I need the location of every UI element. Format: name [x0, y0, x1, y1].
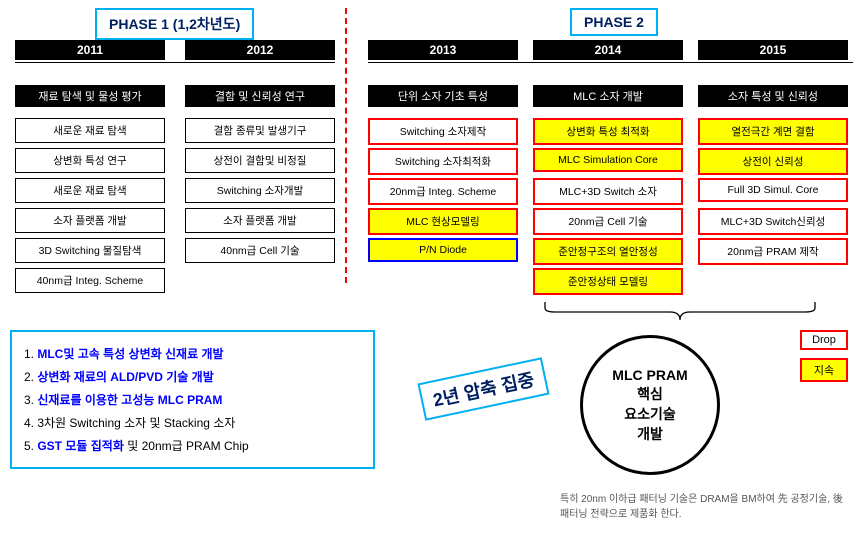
year-header: 2013 — [368, 40, 518, 60]
summary-line-1: 1. MLC및 고속 특성 상변화 신재료 개발 — [24, 342, 361, 365]
summary-prefix: 1. — [24, 347, 37, 361]
task-box: P/N Diode — [368, 238, 518, 262]
task-box: 준안정구조의 열안정성 — [533, 238, 683, 265]
legend-drop: Drop — [800, 330, 848, 350]
task-box: MLC Simulation Core — [533, 148, 683, 172]
task-box: MLC+3D Switch 소자 — [533, 178, 683, 205]
column-subheader: 소자 특성 및 신뢰성 — [698, 85, 848, 107]
task-box: 준안정상태 모델링 — [533, 268, 683, 295]
task-box: 20nm급 PRAM 제작 — [698, 238, 848, 265]
task-box: Switching 소자개발 — [185, 178, 335, 203]
year-header: 2012 — [185, 40, 335, 60]
task-box: 소자 플랫폼 개발 — [185, 208, 335, 233]
task-box: MLC+3D Switch신뢰성 — [698, 208, 848, 235]
task-box: 새로운 재료 탐색 — [15, 178, 165, 203]
task-box: 열전극간 계면 결함 — [698, 118, 848, 145]
phase-divider — [345, 8, 347, 283]
summary-box: 1. MLC및 고속 특성 상변화 신재료 개발 2. 상변화 재료의 ALD/… — [10, 330, 375, 469]
task-box: MLC 현상모델링 — [368, 208, 518, 235]
summary-line-5: 5. GST 모듈 집적화 및 20nm급 PRAM Chip — [24, 434, 361, 457]
summary-bold: 상변화 재료의 ALD/PVD 기술 개발 — [37, 370, 213, 384]
task-box: 40nm급 Integ. Scheme — [15, 268, 165, 293]
task-box: 40nm급 Cell 기술 — [185, 238, 335, 263]
summary-bold: 신재료를 이용한 고성능 MLC PRAM — [37, 393, 222, 407]
task-box: 상변화 특성 연구 — [15, 148, 165, 173]
summary-prefix: 3. — [24, 393, 37, 407]
footnote: 특히 20nm 이하급 패터닝 기술은 DRAM을 BM하여 先 공정기술, 後… — [560, 490, 850, 520]
column-subheader: 단위 소자 기초 특성 — [368, 85, 518, 107]
core-goal-text: MLC PRAM 핵심 요소기술 개발 — [612, 366, 687, 444]
summary-rest: 3차원 Switching 소자 및 Stacking 소자 — [37, 416, 235, 430]
summary-prefix: 4. — [24, 416, 37, 430]
column-subheader: 재료 탐색 및 물성 평가 — [15, 85, 165, 107]
summary-prefix: 2. — [24, 370, 37, 384]
summary-bold: MLC및 고속 특성 상변화 신재료 개발 — [37, 347, 223, 361]
summary-line-2: 2. 상변화 재료의 ALD/PVD 기술 개발 — [24, 365, 361, 388]
core-goal-circle: MLC PRAM 핵심 요소기술 개발 — [580, 335, 720, 475]
column-subheader: MLC 소자 개발 — [533, 85, 683, 107]
task-box: 상변화 특성 최적화 — [533, 118, 683, 145]
phase1-label: PHASE 1 (1,2차년도) — [95, 8, 254, 40]
task-box: 3D Switching 물질탐색 — [15, 238, 165, 263]
task-box: 결함 종류및 발생기구 — [185, 118, 335, 143]
summary-rest: 및 20nm급 PRAM Chip — [124, 439, 249, 453]
task-box: Full 3D Simul. Core — [698, 178, 848, 202]
task-box: 상전이 신뢰성 — [698, 148, 848, 175]
column-subheader: 결함 및 신뢰성 연구 — [185, 85, 335, 107]
summary-prefix: 5. — [24, 439, 37, 453]
task-box: Switching 소자최적화 — [368, 148, 518, 175]
task-box: 소자 플랫폼 개발 — [15, 208, 165, 233]
compression-label: 2년 압축 집중 — [417, 357, 549, 421]
summary-bold: GST 모듈 집적화 — [37, 439, 124, 453]
brace-connector — [540, 300, 820, 322]
year-header: 2015 — [698, 40, 848, 60]
phase2-label: PHASE 2 — [570, 8, 658, 36]
phase2-connector-line — [368, 62, 853, 63]
task-box: 상전이 결함및 비정질 — [185, 148, 335, 173]
year-header: 2014 — [533, 40, 683, 60]
task-box: Switching 소자제작 — [368, 118, 518, 145]
year-header: 2011 — [15, 40, 165, 60]
summary-line-4: 4. 3차원 Switching 소자 및 Stacking 소자 — [24, 411, 361, 434]
summary-line-3: 3. 신재료를 이용한 고성능 MLC PRAM — [24, 388, 361, 411]
task-box: 새로운 재료 탐색 — [15, 118, 165, 143]
task-box: 20nm급 Cell 기술 — [533, 208, 683, 235]
phase1-connector-line — [15, 62, 335, 63]
legend-keep: 지속 — [800, 358, 848, 382]
task-box: 20nm급 Integ. Scheme — [368, 178, 518, 205]
